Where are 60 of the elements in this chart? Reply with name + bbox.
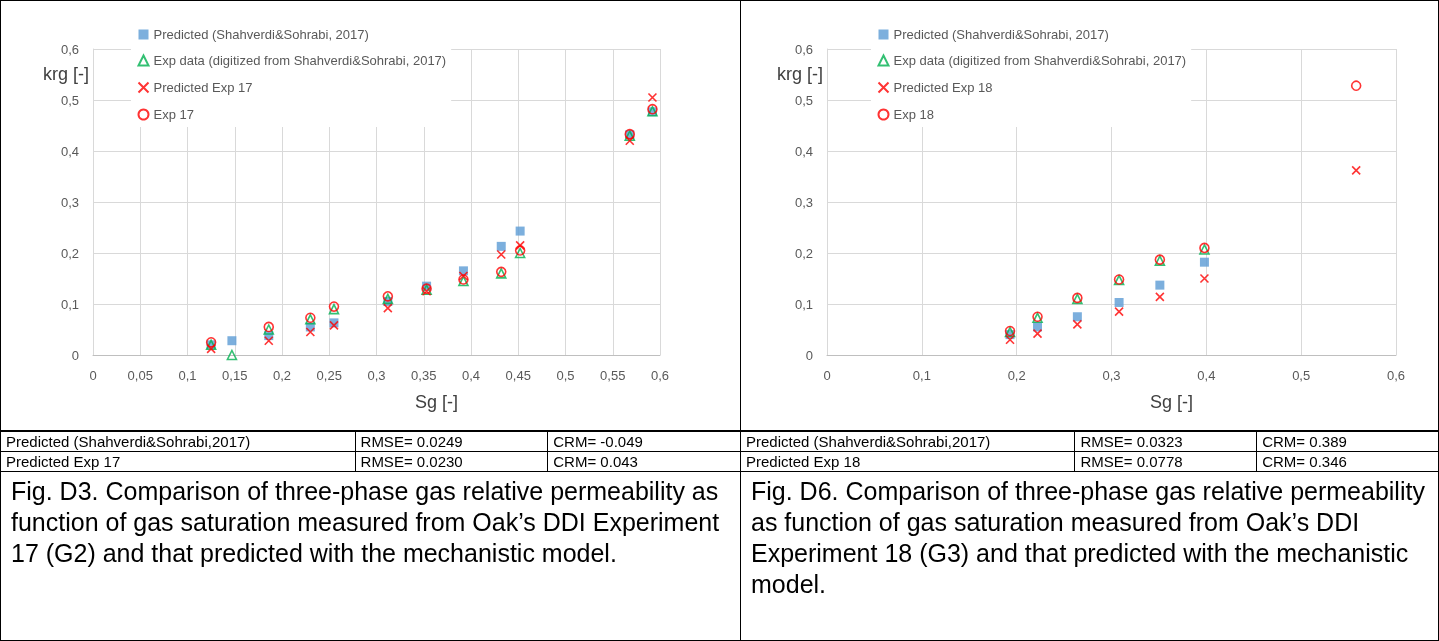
legend-label: Exp data (digitized from Shahverdi&Sohrabi, 2017)	[153, 53, 447, 68]
x-tick-label: 0,4	[461, 368, 481, 383]
x-tick-label: 0,4	[1197, 368, 1216, 383]
y-tick-label: 0,1	[794, 296, 813, 312]
text: Predicted Exp 17	[1, 451, 356, 472]
caption: Fig. D3. Comparison of three-phase gas relative permeability as function of gas saturation measured from Oak’s DDI Experiment 17 (G2) and that predicted with the mechanistic model.	[10, 476, 721, 569]
y-tick-label: 0	[805, 347, 813, 363]
x-tick-label: 0,2	[272, 368, 292, 383]
x-tick-label: 0,1	[178, 368, 197, 383]
x-tick-label: 0,6	[650, 368, 670, 383]
x-tick-label: 0,55	[600, 368, 626, 383]
x-tick-label: 0,6	[1386, 368, 1406, 383]
x-tick-label: 0,45	[505, 368, 531, 383]
text: RMSE= 0.0778	[1074, 451, 1257, 472]
text: CRM= 0.043	[547, 451, 740, 472]
legend-label: Exp data (digitized from Shahverdi&Sohrabi, 2017)	[893, 53, 1187, 68]
text: RMSE= 0.0230	[355, 451, 548, 472]
text: RMSE= 0.0323	[1074, 431, 1257, 452]
x-tick-label: 0,05	[127, 368, 153, 383]
y-tick-label: 0,6	[794, 41, 813, 57]
x-tick-label: 0	[89, 368, 97, 383]
text: Predicted (Shahverdi&Sohrabi,2017)	[741, 431, 1075, 452]
x-tick-label: 0,35	[411, 368, 437, 383]
x-tick-label: 0,5	[556, 368, 575, 383]
caption: Fig. D6. Comparison of three-phase gas relative permeability as function of gas saturation measured from Oak’s DDI Experiment 18 (G3) and that predicted with the mechanistic model.	[750, 476, 1426, 600]
y-axis-title: krg [-]	[42, 64, 89, 84]
y-tick-label: 0,5	[794, 92, 813, 108]
y-tick-label: 0,3	[794, 194, 813, 210]
x-tick-label: 0,1	[912, 368, 931, 383]
y-tick-label: 0,6	[60, 41, 79, 57]
x-axis-title: Sg [-]	[414, 392, 459, 412]
text: CRM= -0.049	[547, 431, 740, 452]
x-tick-label: 0	[823, 368, 831, 383]
legend-label: Predicted (Shahverdi&Sohrabi, 2017)	[893, 27, 1109, 42]
y-tick-label: 0,4	[794, 143, 813, 159]
y-tick-label: 0,1	[60, 296, 79, 312]
text: Predicted (Shahverdi&Sohrabi,2017)	[1, 431, 356, 452]
y-tick-label: 0,5	[60, 92, 79, 108]
text: Predicted Exp 18	[741, 451, 1075, 472]
legend-label: Predicted Exp 17	[153, 80, 253, 95]
x-tick-label: 0,25	[316, 368, 342, 383]
legend-label: Predicted Exp 18	[893, 80, 993, 95]
legend-label: Exp 17	[153, 107, 194, 122]
y-axis-title: krg [-]	[776, 64, 823, 84]
text: CRM= 0.346	[1256, 451, 1438, 472]
y-tick-label: 0,2	[60, 245, 79, 261]
x-axis-title: Sg [-]	[1149, 392, 1194, 412]
legend-label: Exp 18	[893, 107, 934, 122]
x-tick-label: 0,5	[1292, 368, 1311, 383]
x-tick-label: 0,3	[367, 368, 386, 383]
y-tick-label: 0,3	[60, 194, 79, 210]
x-tick-label: 0,15	[222, 368, 248, 383]
x-tick-label: 0,2	[1007, 368, 1026, 383]
text: CRM= 0.389	[1256, 431, 1438, 452]
x-tick-label: 0,3	[1102, 368, 1121, 383]
text: RMSE= 0.0249	[355, 431, 548, 452]
y-tick-label: 0,4	[60, 143, 79, 159]
legend-label: Predicted (Shahverdi&Sohrabi, 2017)	[153, 27, 369, 42]
y-tick-label: 0	[71, 347, 79, 363]
y-tick-label: 0,2	[794, 245, 813, 261]
